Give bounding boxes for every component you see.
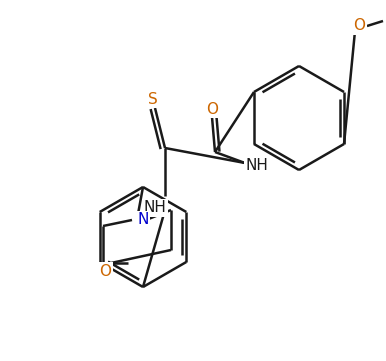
Text: O: O — [206, 101, 218, 117]
Text: NH: NH — [144, 200, 166, 216]
Text: N: N — [137, 213, 149, 227]
Text: S: S — [148, 91, 158, 106]
Text: NH: NH — [245, 157, 268, 173]
Text: O: O — [353, 18, 365, 34]
Text: O: O — [99, 264, 111, 278]
